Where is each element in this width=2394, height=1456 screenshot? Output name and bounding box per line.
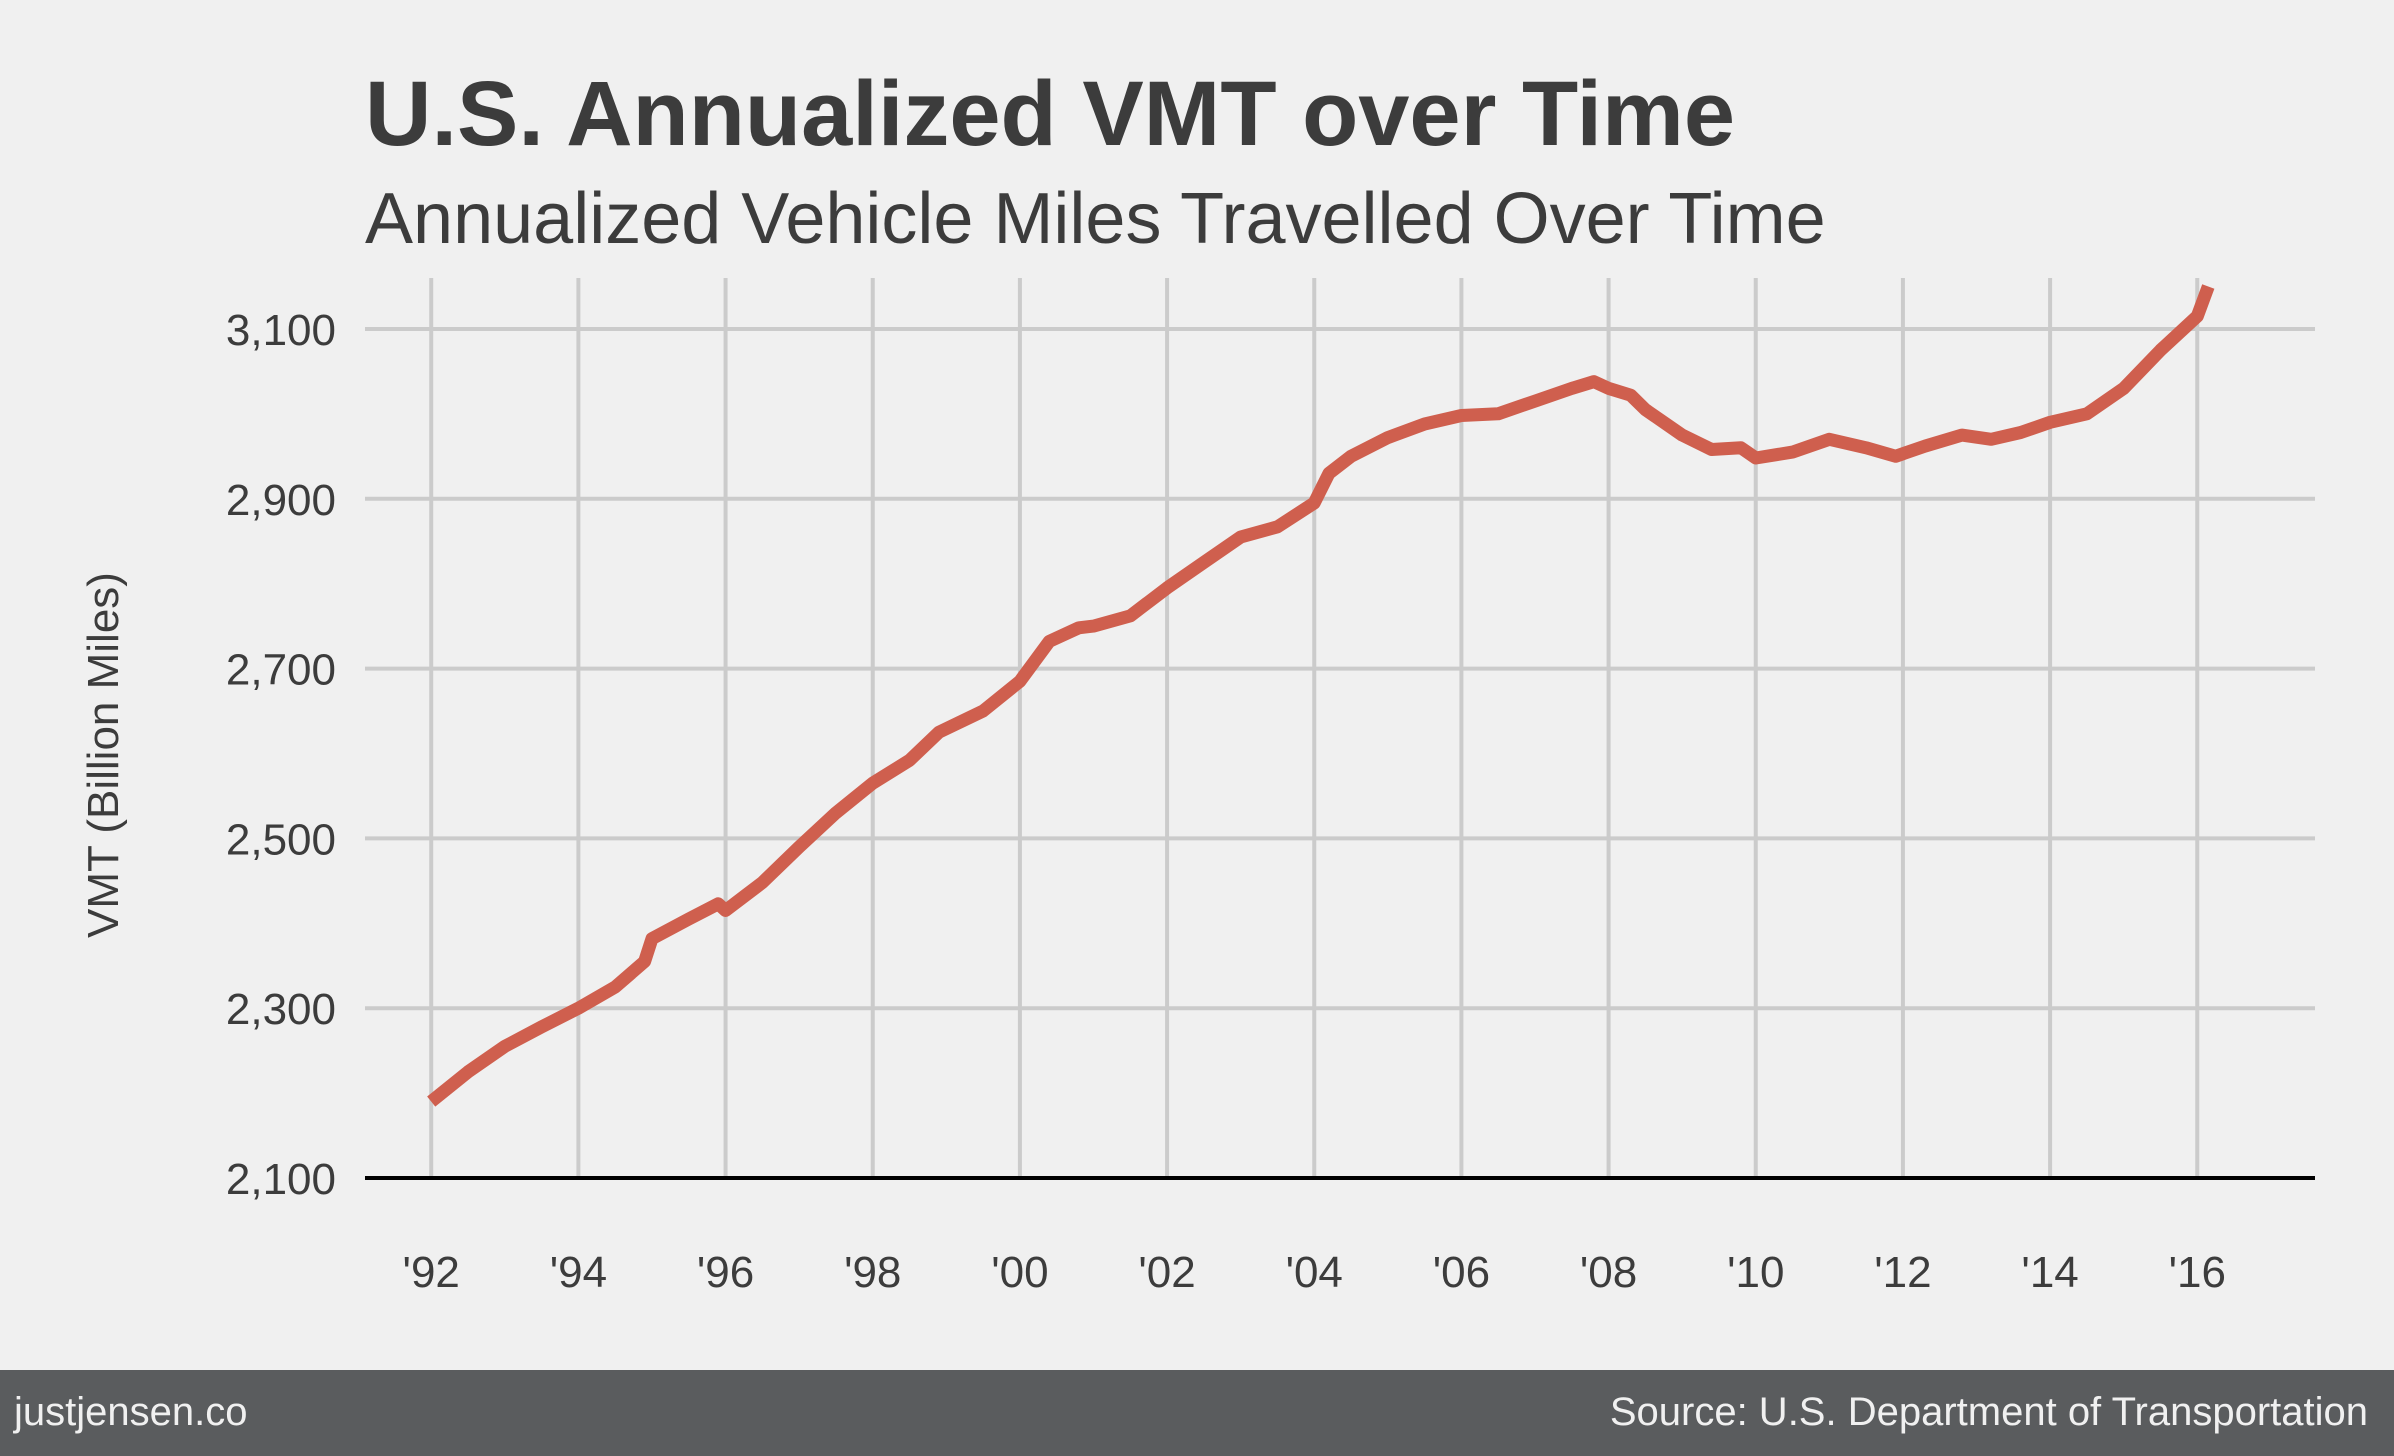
x-tick-label: '98 [844,1248,901,1297]
footer-bar: justjensen.co Source: U.S. Department of… [0,1370,2394,1456]
x-tick-label: '16 [2169,1248,2226,1297]
x-tick-label: '06 [1433,1248,1490,1297]
chart-title: U.S. Annualized VMT over Time [365,63,1736,165]
series-line [427,284,2215,1107]
y-tick-label: 2,300 [226,985,336,1034]
footer-site-link[interactable]: justjensen.co [14,1390,248,1434]
x-tick-label: '10 [1727,1248,1784,1297]
x-tick-label: '08 [1580,1248,1637,1297]
footer-source: Source: U.S. Department of Transportatio… [1609,1390,2368,1434]
y-axis-label: VMT (Billion Miles) [79,572,128,938]
x-tick-label: '94 [550,1248,607,1297]
x-tick-label: '04 [1286,1248,1343,1297]
x-tick-label: '12 [1874,1248,1931,1297]
x-tick-label: '96 [697,1248,754,1297]
y-tick-label: 2,500 [226,815,336,864]
x-tick-label: '92 [403,1248,460,1297]
y-tick-label: 2,100 [226,1155,336,1204]
y-tick-label: 3,100 [226,306,336,355]
y-tick-label: 2,700 [226,646,336,695]
y-tick-label: 2,900 [226,476,336,525]
chart: 2,100 2,300 2,500 2,700 2,900 3,100 '92 '94 '96… [79,278,2315,1297]
chart-subtitle: Annualized Vehicle Miles Travelled Over … [365,179,1826,259]
x-tick-label: '00 [991,1248,1048,1297]
x-tick-label: '02 [1138,1248,1195,1297]
x-tick-label: '14 [2021,1248,2078,1297]
